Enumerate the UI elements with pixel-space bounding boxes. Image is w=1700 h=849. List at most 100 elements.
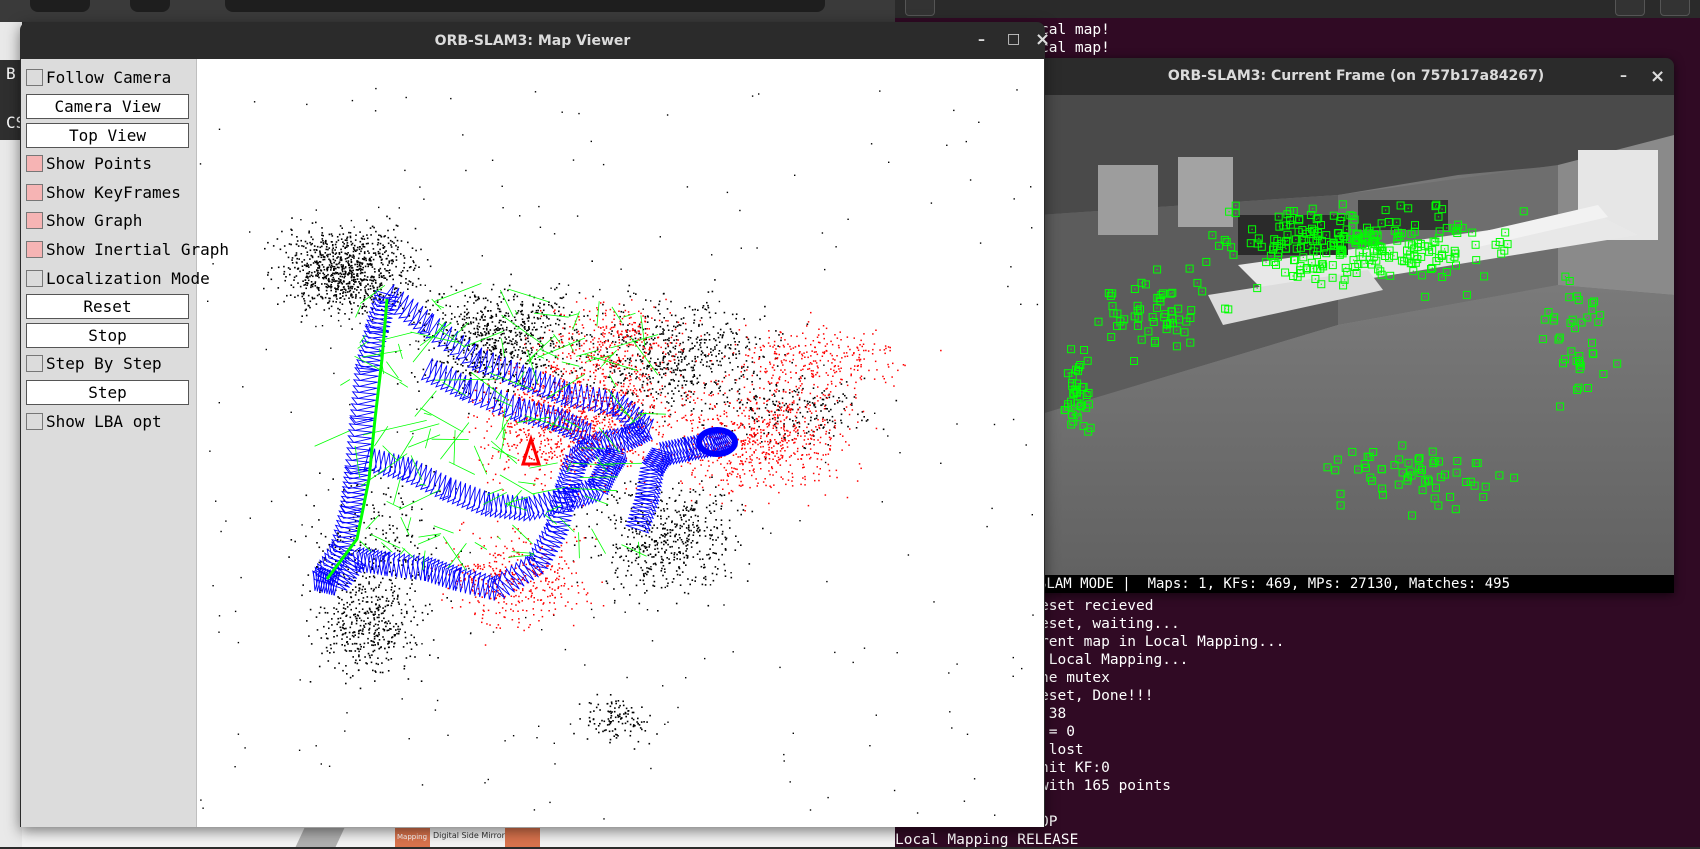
current-frame-titlebar[interactable]: ORB-SLAM3: Current Frame (on 757b17a8426…: [1038, 58, 1674, 95]
map-point: [715, 500, 717, 502]
map-point: [705, 517, 707, 519]
map-viewer-window[interactable]: ORB-SLAM3: Map Viewer – □ × Follow Camer…: [20, 22, 1045, 827]
map-point: [617, 735, 619, 737]
feature-point: [1306, 267, 1307, 268]
map-point: [347, 252, 349, 254]
map-point: [689, 534, 691, 536]
map-point: [362, 630, 364, 632]
map-viewer-titlebar[interactable]: ORB-SLAM3: Map Viewer – □ ×: [20, 22, 1045, 59]
map-point: [406, 97, 407, 98]
map-point: [354, 264, 356, 266]
feature-point: [1301, 239, 1302, 240]
maximize-icon[interactable]: □: [1007, 31, 1020, 47]
map-point: [676, 335, 678, 337]
map-point: [442, 312, 444, 314]
map-point: [373, 508, 375, 510]
map-point: [618, 700, 620, 702]
close-icon[interactable]: ×: [1035, 29, 1050, 50]
map-point: [643, 381, 645, 383]
reset-button[interactable]: Reset: [26, 294, 189, 319]
map-point: [560, 333, 562, 335]
feature-point: [1326, 253, 1327, 254]
map-point: [694, 580, 696, 582]
map-point: [698, 527, 700, 529]
step-button[interactable]: Step: [26, 380, 189, 405]
feature-point: [1083, 426, 1084, 427]
map-point: [343, 286, 345, 288]
map-point: [339, 293, 341, 295]
feature-point: [1436, 204, 1437, 205]
feature-point: [1306, 269, 1307, 270]
map-point: [470, 375, 472, 377]
map-point: [669, 529, 671, 531]
terminal-search-button[interactable]: [1615, 0, 1645, 16]
map-point: [656, 391, 658, 393]
terminal-menu-button[interactable]: [905, 0, 935, 16]
map-point: [679, 552, 681, 554]
map-point: [297, 295, 299, 297]
minimize-icon[interactable]: –: [1620, 68, 1627, 84]
map-point: [670, 532, 672, 534]
map-point: [642, 384, 644, 386]
map-point: [428, 313, 430, 315]
map-point: [727, 323, 729, 325]
map-point: [369, 260, 371, 262]
map-point: [381, 284, 383, 286]
map-point: [358, 599, 360, 601]
top-view-button[interactable]: Top View: [26, 123, 189, 148]
map-point: [410, 656, 412, 658]
map-point: [532, 329, 534, 331]
map-point: [1010, 266, 1011, 267]
feature-point: [1344, 237, 1345, 238]
terminal-options-button[interactable]: [1660, 0, 1690, 16]
feature-point: [1335, 470, 1336, 471]
map-point: [348, 260, 350, 262]
map-3d-svg[interactable]: [197, 59, 1044, 827]
map-point: [461, 282, 463, 284]
map-point: [816, 418, 818, 420]
checkbox-box[interactable]: [26, 155, 43, 172]
map-3d-canvas[interactable]: [197, 59, 1044, 827]
map-point: [649, 568, 651, 570]
map-point: [514, 343, 516, 345]
checkbox-box[interactable]: [26, 413, 43, 430]
map-point: [654, 337, 656, 339]
map-point: [822, 232, 823, 233]
stop-button[interactable]: Stop: [26, 323, 189, 348]
map-point: [356, 289, 358, 291]
map-point: [646, 562, 648, 564]
checkbox-box[interactable]: [26, 355, 43, 372]
map-point: [773, 403, 775, 405]
map-point: [502, 328, 504, 330]
map-point: [692, 540, 694, 542]
map-point: [627, 713, 629, 715]
checkbox-box[interactable]: [26, 184, 43, 201]
map-point: [690, 391, 692, 393]
minimize-icon[interactable]: –: [978, 32, 985, 48]
map-point: [357, 247, 359, 249]
close-icon[interactable]: ×: [1650, 66, 1665, 87]
map-point: [349, 404, 350, 405]
camera-view-button[interactable]: Camera View: [26, 94, 189, 119]
map-point: [688, 535, 690, 537]
checkbox-box[interactable]: [26, 212, 43, 229]
checkbox-box[interactable]: [26, 241, 43, 258]
map-point: [478, 298, 480, 300]
map-point: [631, 574, 633, 576]
current-frame-window[interactable]: ORB-SLAM3: Current Frame (on 757b17a8426…: [1038, 58, 1674, 593]
feature-point: [1577, 389, 1578, 390]
map-point: [810, 420, 812, 422]
map-point: [614, 602, 615, 603]
map-point: [390, 240, 392, 242]
map-point: [411, 372, 413, 374]
checkbox-box[interactable]: [26, 270, 43, 287]
map-point: [528, 314, 530, 316]
map-point: [687, 186, 688, 187]
map-point: [367, 295, 369, 297]
map-point: [383, 639, 385, 641]
map-point: [650, 300, 651, 301]
map-point: [346, 245, 348, 247]
map-point: [409, 738, 410, 739]
checkbox-box[interactable]: [26, 69, 43, 86]
map-point: [711, 535, 713, 537]
